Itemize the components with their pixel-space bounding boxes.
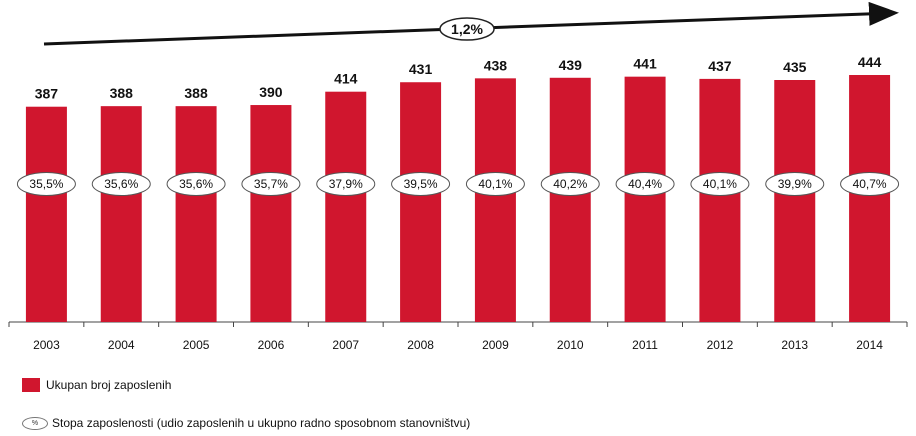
x-tick-label: 2006 bbox=[258, 338, 285, 352]
bar-2012 bbox=[699, 78, 741, 323]
x-tick-label: 2010 bbox=[557, 338, 584, 352]
chart-canvas: 1,2% 387 35,5% 2003 388 35,6% 2004 388 35,6% 2005… bbox=[8, 1, 908, 352]
legend-rate-item: % Stopa zaposlenosti (udio zaposlenih u … bbox=[22, 416, 470, 430]
x-tick-label: 2014 bbox=[856, 338, 883, 352]
bar-2013 bbox=[774, 80, 816, 322]
bar-value-label: 437 bbox=[708, 58, 732, 74]
bar-2008 bbox=[400, 82, 442, 322]
bar-value-label: 414 bbox=[334, 71, 358, 87]
x-tick-label: 2009 bbox=[482, 338, 509, 352]
rate-oval bbox=[391, 172, 451, 196]
rate-label: 35,7% bbox=[254, 177, 288, 191]
rate-label: 35,5% bbox=[29, 177, 63, 191]
rate-label: 39,5% bbox=[404, 177, 438, 191]
x-tick-label: 2008 bbox=[407, 338, 434, 352]
x-tick-label: 2012 bbox=[707, 338, 734, 352]
rate-oval bbox=[316, 172, 376, 196]
x-tick-label: 2004 bbox=[108, 338, 135, 352]
rate-label: 37,9% bbox=[329, 177, 363, 191]
legend-bar-item: Ukupan broj zaposlenih bbox=[22, 378, 171, 392]
cagr-label: 1,2% bbox=[451, 21, 483, 37]
rate-label: 40,4% bbox=[628, 177, 662, 191]
rate-oval bbox=[615, 172, 675, 196]
bar-2003 bbox=[25, 106, 67, 322]
bar-2010 bbox=[549, 77, 591, 323]
rate-label: 35,6% bbox=[179, 177, 213, 191]
rate-oval bbox=[166, 172, 226, 196]
bar-value-label: 435 bbox=[783, 59, 807, 75]
bar-2011 bbox=[624, 76, 666, 323]
x-tick-label: 2003 bbox=[33, 338, 60, 352]
rate-oval bbox=[16, 172, 76, 196]
x-tick-label: 2011 bbox=[632, 338, 658, 352]
bar-2005 bbox=[175, 106, 217, 322]
rate-label: 40,2% bbox=[553, 177, 587, 191]
cagr-oval bbox=[439, 17, 495, 41]
rate-label: 40,1% bbox=[478, 177, 512, 191]
rate-oval bbox=[465, 172, 525, 196]
bar-value-label: 438 bbox=[484, 57, 508, 73]
bar-value-label: 388 bbox=[110, 85, 134, 101]
x-tick-label: 2013 bbox=[781, 338, 808, 352]
bar-value-label: 441 bbox=[633, 56, 657, 72]
rate-oval bbox=[840, 172, 900, 196]
rate-oval bbox=[765, 172, 825, 196]
rate-label: 35,6% bbox=[104, 177, 138, 191]
legend-bar-label: Ukupan broj zaposlenih bbox=[46, 378, 172, 392]
rate-label: 40,1% bbox=[703, 177, 737, 191]
bar-value-label: 439 bbox=[559, 57, 583, 73]
bar-2014 bbox=[849, 75, 891, 322]
bar-2009 bbox=[474, 78, 516, 323]
rate-oval bbox=[241, 172, 301, 196]
rate-label: 39,9% bbox=[778, 177, 812, 191]
bar-2007 bbox=[325, 91, 367, 323]
bar-2004 bbox=[100, 106, 142, 322]
rate-oval bbox=[690, 172, 750, 196]
bar-2006 bbox=[250, 105, 292, 322]
rate-oval bbox=[91, 172, 151, 196]
bar-value-label: 387 bbox=[35, 86, 59, 102]
x-tick-label: 2005 bbox=[183, 338, 210, 352]
bar-value-label: 390 bbox=[259, 84, 283, 100]
legend-rate-label: Stopa zaposlenosti (udio zaposlenih u uk… bbox=[52, 416, 471, 430]
legend-bar-swatch bbox=[22, 378, 40, 392]
rate-label: 40,7% bbox=[853, 177, 887, 191]
bar-value-label: 388 bbox=[184, 85, 208, 101]
bar-value-label: 431 bbox=[409, 61, 433, 77]
x-tick-label: 2007 bbox=[332, 338, 359, 352]
rate-oval bbox=[540, 172, 600, 196]
bar-value-label: 444 bbox=[858, 54, 882, 70]
legend-rate-oval: % bbox=[22, 416, 48, 430]
